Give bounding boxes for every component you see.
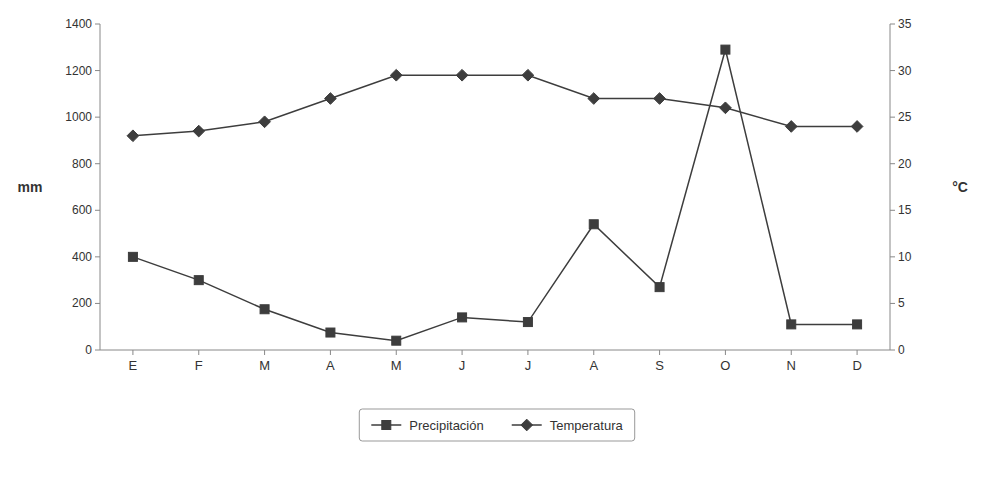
y2-tick [890, 163, 895, 164]
y2-tick [890, 256, 895, 257]
y-tick-label: 1200 [65, 64, 92, 78]
y-tick-label: 0 [85, 343, 92, 357]
x-tick [264, 350, 265, 355]
data-point [326, 328, 335, 337]
y2-tick [890, 70, 895, 71]
plot-marks [127, 45, 863, 345]
y2-tick [890, 303, 895, 304]
y2-tick [890, 350, 895, 351]
y-tick-label: 1000 [65, 110, 92, 124]
data-point [128, 252, 137, 261]
data-point [325, 93, 337, 105]
x-tick-label: N [787, 358, 796, 373]
data-point [260, 305, 269, 314]
y2-axis-label: °C [952, 179, 968, 195]
x-tick [593, 350, 594, 355]
y2-tick-label: 5 [898, 296, 905, 310]
series-line [133, 50, 857, 341]
axes: 0 200 400 600 800 1000 1200 1400 0 5 10 15 20 25 30 35 E… [65, 17, 911, 373]
x-tick-label: E [129, 358, 138, 373]
y2-tick-label: 35 [898, 17, 912, 31]
y2-tick [890, 210, 895, 211]
data-point [853, 320, 862, 329]
y2-tick [890, 117, 895, 118]
x-tick-label: D [852, 358, 861, 373]
legend: Precipitación Temperatura [359, 409, 634, 441]
y-tick-label: 400 [72, 250, 92, 264]
y-axis-line [100, 24, 101, 350]
x-tick-label: J [459, 358, 466, 373]
data-point [194, 276, 203, 285]
x-tick [659, 350, 660, 355]
y2-tick-label: 0 [898, 343, 905, 357]
y-tick [95, 70, 100, 71]
data-point [588, 93, 600, 105]
chart-svg: 0 200 400 600 800 1000 1200 1400 0 5 10 15 20 25 30 35 E… [0, 0, 994, 480]
data-point [785, 121, 797, 133]
y-tick [95, 303, 100, 304]
y-tick [95, 163, 100, 164]
legend-item: Precipitación [371, 418, 483, 433]
y2-tick-label: 25 [898, 110, 912, 124]
legend-marker [521, 419, 533, 431]
x-tick [791, 350, 792, 355]
x-tick [527, 350, 528, 355]
y2-tick-label: 20 [898, 157, 912, 171]
legend-label: Precipitación [409, 418, 483, 433]
y2-tick-label: 30 [898, 64, 912, 78]
x-tick-label: J [525, 358, 532, 373]
x-tick-label: M [259, 358, 270, 373]
x-tick [857, 350, 858, 355]
y-axis-label: mm [18, 179, 43, 195]
legend-item: Temperatura [512, 418, 624, 433]
x-tick [330, 350, 331, 355]
data-point [193, 125, 205, 137]
legend-label: Temperatura [550, 418, 624, 433]
x-tick [462, 350, 463, 355]
data-point [589, 220, 598, 229]
y-tick-label: 1400 [65, 17, 92, 31]
data-point [127, 130, 139, 142]
data-point [655, 283, 664, 292]
x-tick-label: A [326, 358, 335, 373]
data-point [456, 69, 468, 81]
chart-container: 0 200 400 600 800 1000 1200 1400 0 5 10 15 20 25 30 35 E… [0, 0, 994, 480]
y2-tick [890, 24, 895, 25]
y-tick [95, 24, 100, 25]
x-tick-label: O [720, 358, 730, 373]
x-tick-label: M [391, 358, 402, 373]
y-tick [95, 117, 100, 118]
data-point [720, 102, 732, 114]
data-point [390, 69, 402, 81]
x-tick-label: S [655, 358, 664, 373]
x-tick [132, 350, 133, 355]
series-line [133, 75, 857, 136]
y-tick-label: 800 [72, 157, 92, 171]
x-tick [396, 350, 397, 355]
data-point [851, 121, 863, 133]
x-axis-line [100, 350, 890, 351]
data-point [458, 313, 467, 322]
legend-marker [382, 421, 391, 430]
data-point [522, 69, 534, 81]
x-tick-label: A [589, 358, 598, 373]
y-tick-label: 200 [72, 296, 92, 310]
data-point [259, 116, 271, 128]
data-point [392, 336, 401, 345]
y-tick-label: 600 [72, 203, 92, 217]
data-point [721, 45, 730, 54]
y2-tick-label: 10 [898, 250, 912, 264]
y2-axis-line [890, 24, 891, 350]
data-point [523, 318, 532, 327]
x-tick-label: F [195, 358, 203, 373]
y2-tick-label: 15 [898, 203, 912, 217]
data-point [787, 320, 796, 329]
y-tick [95, 210, 100, 211]
x-tick [725, 350, 726, 355]
y-tick [95, 350, 100, 351]
x-tick [198, 350, 199, 355]
y-tick [95, 256, 100, 257]
data-point [654, 93, 666, 105]
legend-frame [359, 409, 634, 441]
